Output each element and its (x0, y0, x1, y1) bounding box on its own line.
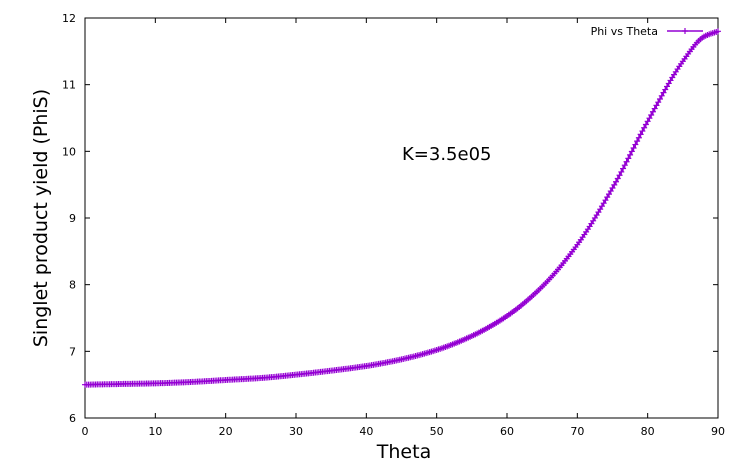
y-tick-label: 8 (69, 279, 76, 292)
data-point-marker (618, 168, 625, 175)
y-tick-label: 12 (62, 12, 76, 25)
data-point-marker (600, 200, 607, 207)
y-tick-label: 6 (69, 412, 76, 425)
series-markers (82, 28, 721, 388)
x-tick-label: 0 (82, 425, 89, 438)
data-point-marker (637, 131, 644, 138)
data-point-marker (649, 108, 656, 115)
series-line (84, 30, 719, 386)
x-tick-label: 40 (359, 425, 373, 438)
data-point-marker (602, 197, 609, 204)
data-point-marker (604, 194, 611, 201)
data-point-marker (607, 188, 614, 195)
data-point-marker (658, 92, 665, 99)
data-point-marker (641, 124, 648, 131)
legend-label: Phi vs Theta (591, 25, 658, 38)
data-point-marker (623, 158, 630, 165)
x-tick-label: 80 (641, 425, 655, 438)
x-tick-label: 70 (570, 425, 584, 438)
data-point-marker (609, 185, 616, 191)
y-tick-label: 11 (62, 79, 76, 92)
x-tick-label: 10 (148, 425, 162, 438)
data-point-marker (625, 155, 632, 162)
x-axis-label: Theta (376, 441, 431, 463)
data-point-marker (656, 95, 663, 102)
data-point-marker (616, 172, 623, 179)
data-point-marker (653, 102, 660, 109)
data-point-marker (648, 111, 655, 118)
y-tick-label: 9 (69, 212, 76, 225)
data-point-marker (627, 151, 634, 158)
x-tick-label: 50 (430, 425, 444, 438)
data-point-marker (664, 83, 671, 90)
data-point-marker (613, 178, 620, 185)
data-point-marker (651, 105, 658, 112)
y-axis-label: Singlet product yield (PhiS) (30, 89, 52, 347)
data-point-marker (635, 134, 642, 141)
data-point-marker (646, 115, 653, 122)
data-point-marker (639, 128, 646, 135)
data-point-marker (632, 141, 639, 148)
data-point-marker (662, 86, 669, 93)
data-point-marker (642, 121, 649, 128)
data-point-marker (644, 118, 651, 125)
data-point-marker (655, 99, 662, 106)
data-point-marker (611, 181, 618, 188)
data-point-marker (620, 165, 627, 172)
data-point-marker (630, 145, 637, 152)
data-point-marker (621, 162, 628, 169)
y-tick-label: 7 (69, 345, 76, 358)
y-tick-label: 10 (62, 145, 76, 158)
data-point-marker (634, 138, 641, 145)
data-point-marker (715, 28, 721, 35)
legend: Phi vs Theta (591, 25, 703, 38)
data-point-marker (628, 148, 635, 155)
data-point-marker (614, 175, 621, 182)
data-point-marker (605, 191, 612, 198)
x-tick-label: 20 (219, 425, 233, 438)
legend-swatch-marker (682, 28, 688, 34)
chart-annotation: K=3.5e05 (402, 144, 492, 165)
x-tick-label: 30 (289, 425, 303, 438)
data-point-marker (660, 89, 667, 96)
x-tick-label: 60 (500, 425, 514, 438)
x-tick-label: 90 (711, 425, 725, 438)
